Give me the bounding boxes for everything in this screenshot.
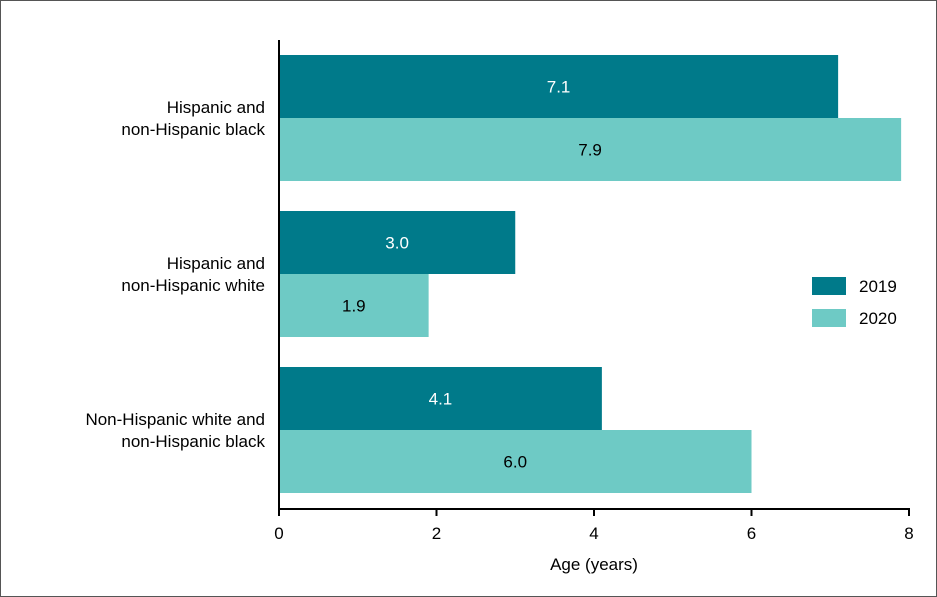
bar-value-label: 1.9	[342, 297, 366, 316]
bar-value-label: 7.1	[547, 78, 571, 97]
legend-swatch-2020	[812, 309, 846, 327]
legend-label-2020: 2020	[859, 309, 897, 328]
legend: 2019 2020	[812, 277, 897, 328]
x-tick-label: 6	[747, 524, 756, 543]
category-label: non-Hispanic white	[121, 276, 265, 295]
bar-2020-1	[279, 274, 429, 337]
legend-swatch-2019	[812, 277, 846, 295]
bar-2019-2	[279, 367, 602, 430]
bars-layer	[279, 55, 902, 493]
bar-value-label: 4.1	[429, 390, 453, 409]
category-label: non-Hispanic black	[121, 432, 265, 451]
x-axis-title: Age (years)	[550, 555, 638, 574]
x-tick-label: 2	[432, 524, 441, 543]
axis-layer: 0 2 4 6 8	[274, 40, 914, 543]
bar-value-label: 3.0	[385, 234, 409, 253]
legend-label-2019: 2019	[859, 277, 897, 296]
bar-labels-layer: 7.1 7.9 3.0 1.9 4.1 6.0	[342, 78, 602, 472]
bar-value-label: 6.0	[503, 453, 527, 472]
category-label: Hispanic and	[167, 254, 265, 273]
bar-2019-0	[279, 55, 839, 118]
bar-2020-2	[279, 430, 752, 493]
x-tick-label: 8	[904, 524, 913, 543]
x-tick-label: 4	[589, 524, 598, 543]
bar-value-label: 7.9	[578, 141, 602, 160]
category-label: Non-Hispanic white and	[85, 410, 265, 429]
x-tick-label: 0	[274, 524, 283, 543]
category-label: non-Hispanic black	[121, 120, 265, 139]
category-labels-layer: Hispanic and non-Hispanic black Hispanic a…	[85, 98, 265, 451]
bar-2020-0	[279, 118, 902, 181]
category-label: Hispanic and	[167, 98, 265, 117]
bar-2019-1	[279, 211, 516, 274]
